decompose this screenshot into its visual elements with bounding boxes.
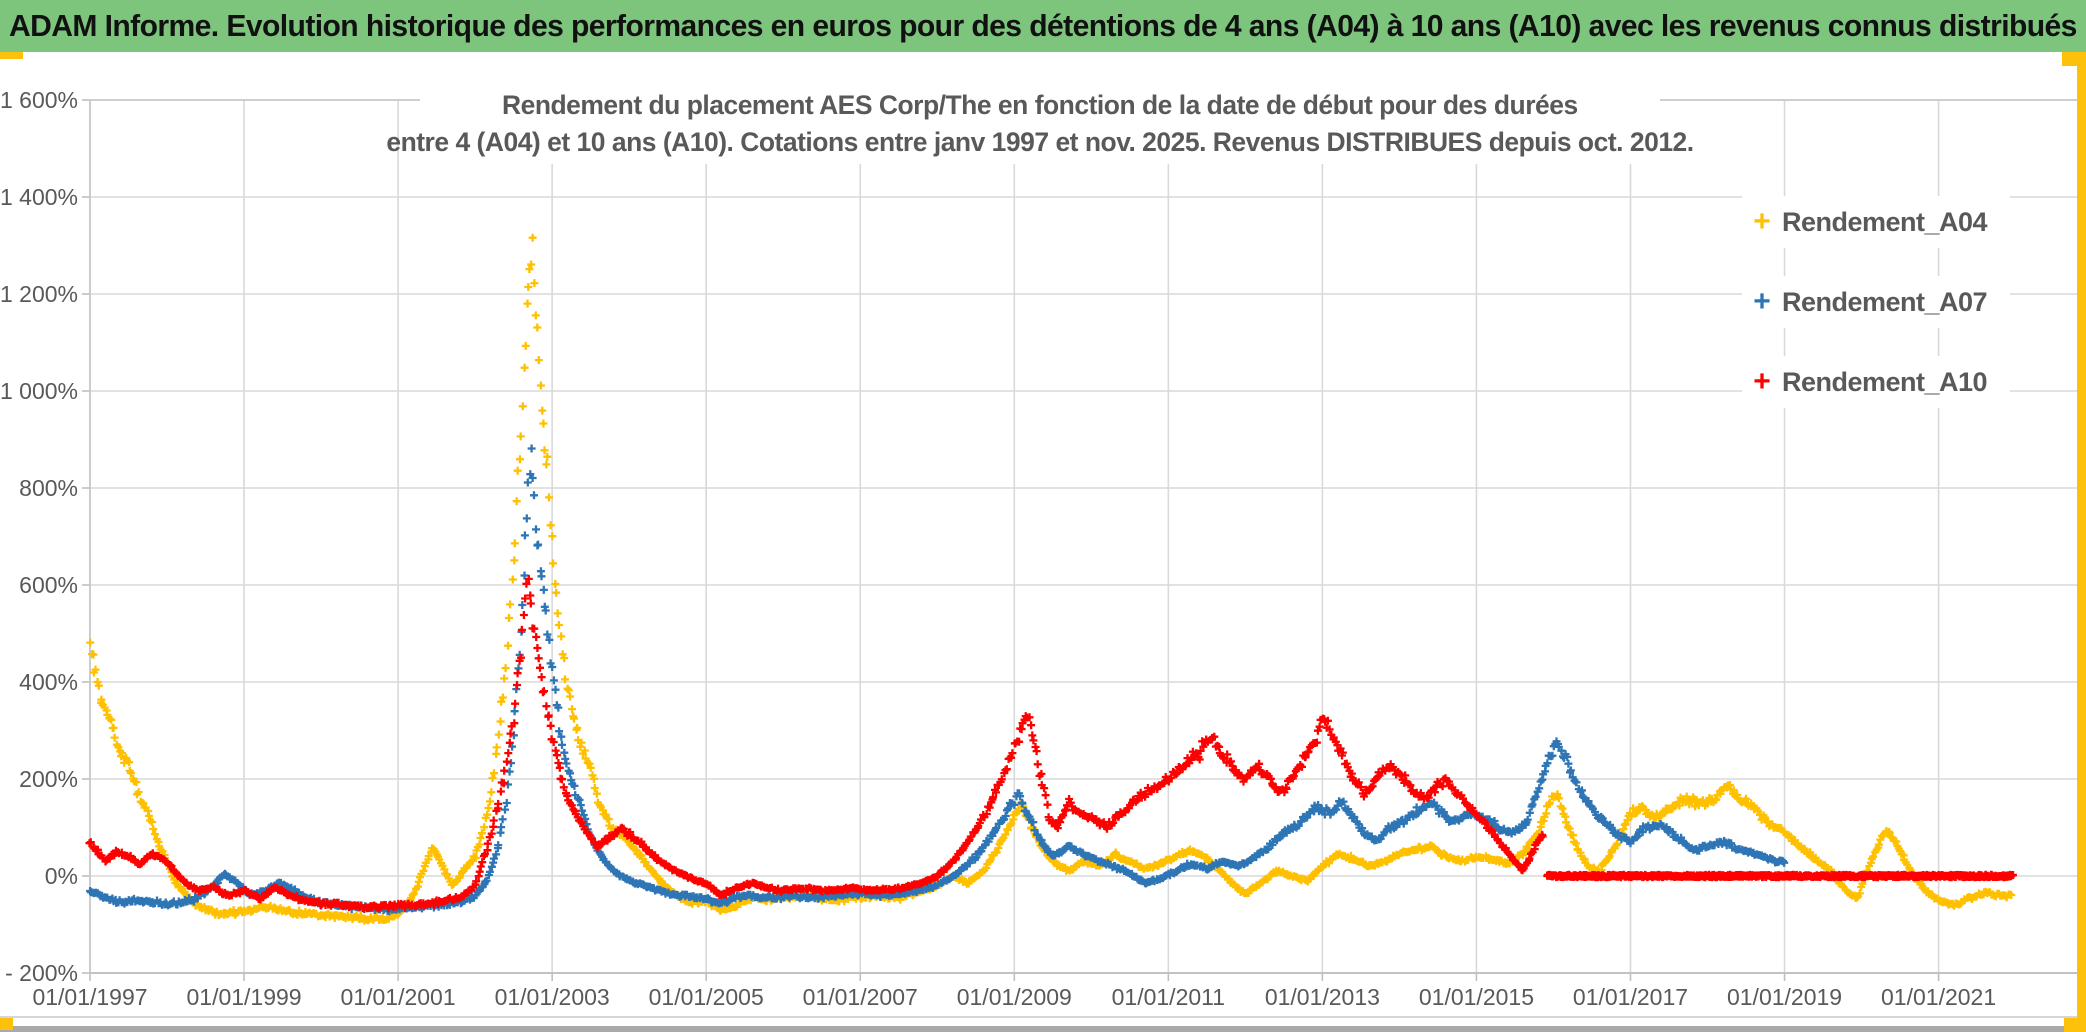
y-tick-label: 800% [19,475,78,501]
bottom-divider [0,1016,2086,1018]
y-tick-label: 200% [19,766,78,792]
plus-marker-icon: + [1753,285,1771,318]
x-tick-label: 01/01/2015 [1419,984,1534,1010]
gold-accent-bottom-left [0,1018,13,1030]
bottom-gray-band [0,1026,2086,1032]
header-banner: ADAM Informe. Evolution historique des p… [0,0,2086,52]
chart-title-line1: Rendement du placement AES Corp/The en f… [502,90,1578,120]
y-tick-label: 400% [19,669,78,695]
gold-accent-right-border[interactable] [2077,52,2086,1032]
x-tick-label: 01/01/2007 [803,984,918,1010]
x-tick-label: 01/01/2009 [957,984,1072,1010]
y-tick-label: 600% [19,572,78,598]
legend-label-a07: Rendement_A07 [1782,286,1988,317]
legend-entry-a04[interactable]: + Rendement_A04 [1742,196,2010,248]
x-tick-label: 01/01/2011 [1112,984,1225,1010]
x-tick-label: 01/01/2003 [495,984,610,1010]
y-tick-label: 1 400% [0,184,78,210]
plus-marker-icon: + [1753,205,1771,238]
y-tick-label: 1 000% [0,378,78,404]
series-Rendement_A10 [85,574,1547,913]
y-tick-label: 0% [45,863,78,889]
legend-label-a10: Rendement_A10 [1782,366,1988,397]
y-tick-label: - 200% [5,960,78,986]
header-title: ADAM Informe. Evolution historique des p… [9,8,2077,43]
y-tick-label: 1 200% [0,281,78,307]
x-tick-label: 01/01/2019 [1727,984,1842,1010]
x-tick-label: 01/01/2017 [1573,984,1688,1010]
legend-entry-a10[interactable]: + Rendement_A10 [1742,356,2010,408]
series-Rendement_A10-zero-line [1543,870,2017,882]
y-tick-label: 1 600% [0,87,78,113]
x-tick-label: 01/01/2001 [341,984,456,1010]
gold-accent-top-left [0,52,23,59]
chart-title: Rendement du placement AES Corp/The en f… [386,84,1694,164]
x-tick-label: 01/01/1997 [32,984,147,1010]
x-tick-label: 01/01/2005 [649,984,764,1010]
gold-accent-bottom-right [2064,1018,2086,1032]
plus-marker-icon: + [1753,365,1771,398]
legend-entry-a07[interactable]: + Rendement_A07 [1742,276,2010,328]
chart-title-line2: entre 4 (A04) et 10 ans (A10). Cotations… [386,127,1694,157]
legend-label-a04: Rendement_A04 [1782,206,1988,237]
x-tick-label: 01/01/1999 [186,984,301,1010]
x-tick-label: 01/01/2021 [1881,984,1996,1010]
series-Rendement_A07 [86,444,1789,916]
x-tick-label: 01/01/2013 [1265,984,1380,1010]
legend: + Rendement_A04 + Rendement_A07 + Rendem… [1742,196,2010,436]
